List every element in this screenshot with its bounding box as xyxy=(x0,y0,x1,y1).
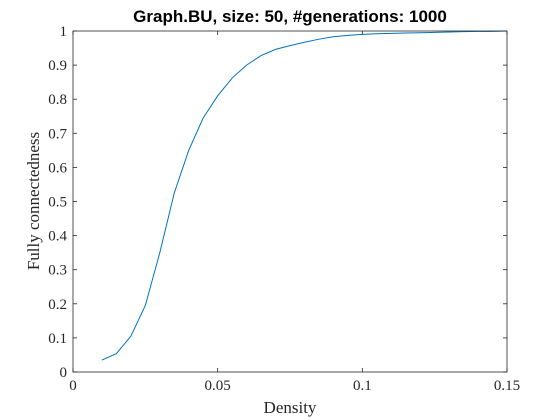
y-axis-label: Fully connectedness xyxy=(24,132,43,270)
y-tick-label: 0.3 xyxy=(48,263,67,279)
series-line xyxy=(101,30,508,361)
x-axis-label: Density xyxy=(264,398,317,417)
x-tick-label: 0 xyxy=(69,378,77,394)
y-tick-label: 1 xyxy=(60,24,68,40)
chart-title: Graph.BU, size: 50, #generations: 1000 xyxy=(133,7,447,26)
plot-area xyxy=(73,31,507,372)
y-tick-label: 0.1 xyxy=(48,331,67,347)
y-tick-label: 0.8 xyxy=(48,92,67,108)
y-tick-label: 0.5 xyxy=(48,195,67,211)
x-tick-label: 0.05 xyxy=(205,378,231,394)
y-tick-label: 0.9 xyxy=(48,58,67,74)
x-tick-label: 0.1 xyxy=(353,378,372,394)
y-tick-label: 0 xyxy=(60,365,68,381)
y-tick-label: 0.7 xyxy=(48,126,67,142)
y-tick-label: 0.6 xyxy=(48,160,67,176)
y-tick-label: 0.4 xyxy=(48,229,67,245)
tick-labels: 0 0.05 0.1 0.15 0 0.1 0.2 0.3 0.4 0.5 0.6 0.7 0.8 0.9… xyxy=(48,24,520,394)
plot-box xyxy=(72,30,508,373)
y-tick-label: 0.2 xyxy=(48,297,67,313)
x-tick-label: 0.15 xyxy=(494,378,520,394)
